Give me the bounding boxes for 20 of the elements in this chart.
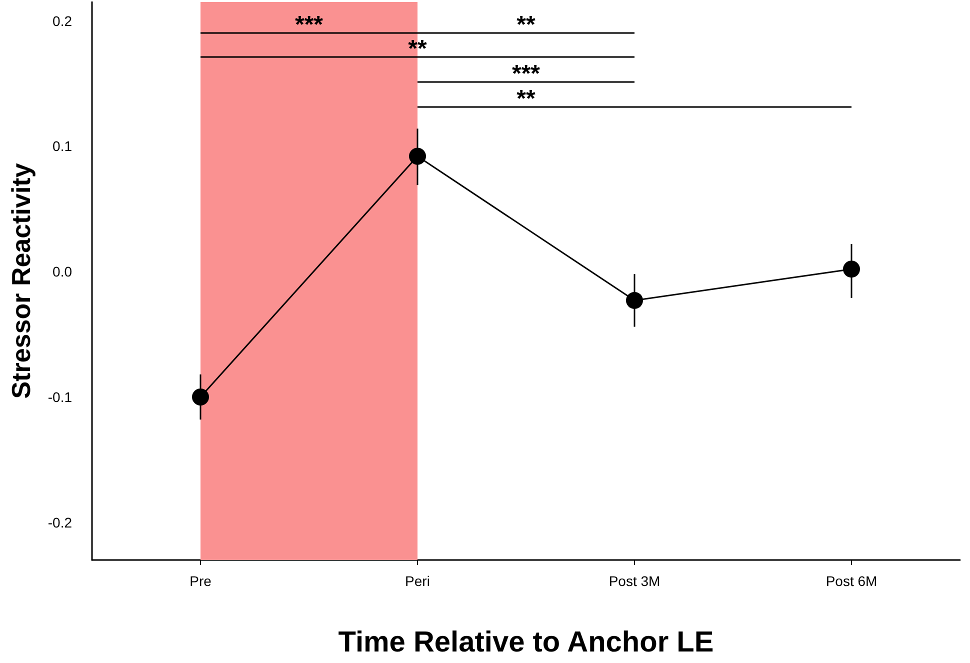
y-tick-label: -0.1 [48,388,72,405]
point [409,148,426,165]
annotation: *** [294,12,324,38]
y-tick-label: 0.1 [52,138,72,154]
annotation: *** [512,60,541,88]
y-axis-title: Stressor Reactivity [6,162,36,399]
y-tick-label: 0.2 [52,12,72,29]
point [626,292,643,309]
y-tick-label: 0.0 [52,264,72,280]
point [192,388,209,406]
x-tick-label: Post 3M [608,573,660,589]
annotation: ** [516,86,536,112]
x-tick-label: Pre [190,573,212,589]
x-tick-label: Peri [405,573,430,589]
y-tick-label: -0.2 [48,514,72,530]
x-tick-label: Post 6M [826,573,878,589]
point [843,260,860,278]
x-axis-title: Time Relative to Anchor LE [338,626,714,658]
annotation: ** [408,36,428,62]
annotation: ** [516,12,536,38]
